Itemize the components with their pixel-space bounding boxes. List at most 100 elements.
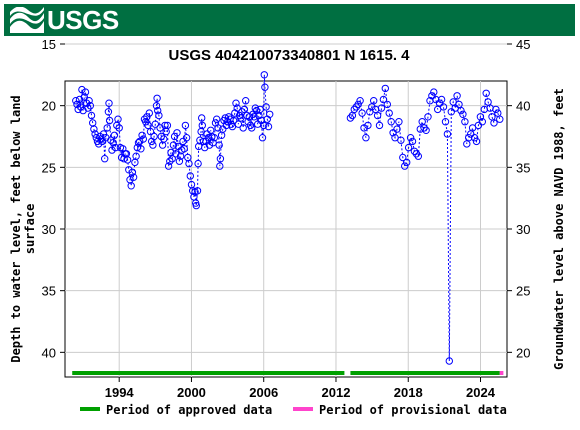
data-point [373, 111, 382, 120]
data-point [164, 162, 173, 170]
data-point [110, 131, 119, 140]
data-point [198, 121, 207, 130]
y2-tick-label: 40 [516, 99, 530, 114]
data-point [437, 95, 446, 104]
data-point [406, 134, 415, 142]
data-point [410, 147, 419, 156]
legend-provisional-swatch [293, 407, 313, 411]
data-point [181, 121, 190, 130]
y-axis-label-line1: Depth to water level, feet below land [9, 95, 23, 362]
legend-approved-swatch [80, 407, 100, 411]
data-point [160, 135, 168, 143]
data-point [114, 115, 122, 123]
data-point [377, 104, 386, 112]
data-point [213, 115, 221, 123]
data-point [129, 173, 138, 181]
data-point [260, 71, 268, 79]
data-point [478, 118, 486, 126]
data-point [356, 97, 364, 105]
y2-axis-label: Groundwater level above NAVD 1988, feet [552, 88, 566, 370]
data-point [146, 127, 155, 136]
y-tick-label: 40 [42, 345, 56, 360]
y-axis-label-line2: surface [23, 204, 37, 255]
data-period-bars [72, 371, 504, 375]
data-point [441, 118, 450, 126]
data-point [430, 88, 438, 96]
usgs-header-bar: USGS [4, 4, 575, 36]
data-point [239, 124, 247, 132]
data-point [383, 100, 391, 109]
tick-layer: 15 20 25 30 35 40 45 40 35 30 25 20 1994 2000 2006 2012… [42, 37, 531, 400]
data-point [81, 88, 90, 96]
usgs-logo[interactable]: USGS [10, 4, 119, 35]
data-point [432, 95, 440, 104]
usgs-logo-text: USGS [47, 4, 119, 35]
data-point [260, 121, 268, 130]
data-point [215, 141, 223, 149]
data-point [198, 114, 206, 122]
data-point [364, 121, 372, 130]
data-point [101, 155, 109, 163]
data-point [238, 108, 246, 116]
data-point [86, 102, 95, 110]
data-point [234, 120, 243, 128]
data-point [216, 155, 225, 163]
data-point [379, 95, 388, 104]
data-point [403, 158, 411, 167]
data-point [461, 118, 469, 126]
data-point [389, 129, 397, 137]
data-point [142, 118, 150, 126]
data-point [221, 114, 229, 122]
data-point [490, 119, 498, 127]
data-point [443, 130, 452, 138]
data-point [242, 97, 250, 105]
y2-tick-label: 45 [516, 37, 530, 52]
data-point [77, 103, 85, 111]
data-point [399, 153, 407, 162]
data-point [412, 150, 421, 158]
data-point [139, 135, 148, 143]
data-point [229, 116, 238, 125]
data-point [153, 94, 161, 103]
data-point [175, 157, 184, 165]
x-tick-label: 2018 [394, 385, 423, 400]
legend-approved-label: Period of approved data [106, 403, 272, 417]
data-point [360, 124, 368, 132]
data-point [457, 106, 465, 115]
data-point [447, 108, 455, 116]
y-tick-label: 30 [42, 222, 56, 237]
data-point [439, 103, 448, 111]
data-point [414, 152, 422, 160]
x-tick-label: 2006 [249, 385, 278, 400]
data-point [264, 122, 273, 131]
data-point [169, 141, 178, 149]
data-point [424, 113, 432, 121]
y-tick-label: 15 [42, 37, 56, 52]
data-point [420, 124, 428, 132]
data-point [262, 103, 270, 111]
usgs-wave-icon [10, 7, 44, 33]
data-point [168, 155, 176, 163]
data-point [85, 97, 93, 105]
data-point [170, 132, 179, 141]
data-point [401, 162, 409, 170]
data-point [266, 110, 274, 119]
data-point [346, 114, 355, 122]
data-point [244, 118, 252, 126]
data-point [470, 134, 479, 142]
data-point [476, 113, 485, 121]
legend: Period of approved data Period of provis… [80, 403, 507, 417]
x-tick-label: 2012 [322, 385, 351, 400]
data-point [145, 109, 154, 117]
data-point [214, 124, 222, 132]
data-point [385, 109, 393, 117]
data-point [182, 134, 191, 142]
data-point [474, 121, 483, 130]
data-point [350, 105, 358, 114]
data-point [210, 134, 219, 142]
data-point [87, 111, 96, 120]
data-point [194, 159, 202, 168]
data-point [138, 131, 146, 140]
y2-tick-label: 25 [516, 284, 530, 299]
data-point [233, 104, 241, 112]
